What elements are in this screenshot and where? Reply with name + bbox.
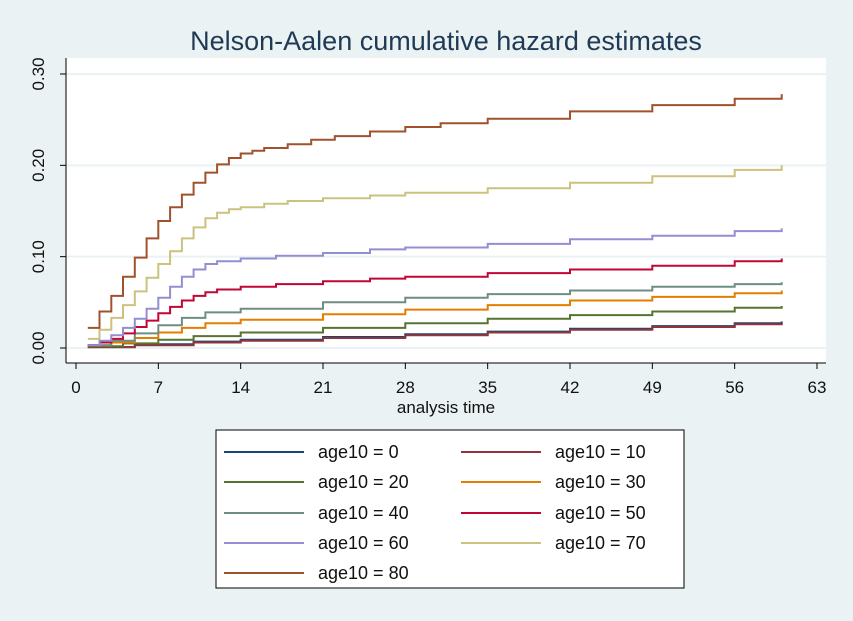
x-tick-label: 21 (314, 378, 333, 397)
legend: age10 = 0 age10 = 10 age10 = 20 age10 = 30 a… (224, 442, 646, 583)
series-lines (87, 94, 783, 349)
x-axis-title: analysis time (397, 398, 495, 417)
grid-lines (66, 73, 826, 349)
plot-area (66, 58, 826, 363)
x-tick-label: 14 (231, 378, 250, 397)
series-line-6 (87, 228, 783, 347)
x-tick-label: 49 (643, 378, 662, 397)
x-tick-label: 63 (808, 378, 827, 397)
legend-label: age10 = 70 (555, 533, 646, 553)
legend-label: age10 = 0 (318, 442, 399, 462)
legend-box (215, 429, 685, 589)
y-tick-label: 0.20 (29, 149, 48, 182)
x-tick-label: 35 (478, 378, 497, 397)
x-tick-label: 56 (725, 378, 744, 397)
legend-label: age10 = 50 (555, 503, 646, 523)
legend-label: age10 = 30 (555, 472, 646, 492)
x-tick-label: 42 (561, 378, 580, 397)
legend-label: age10 = 10 (555, 442, 646, 462)
x-tick-label: 0 (71, 378, 80, 397)
series-line-5 (87, 258, 783, 347)
x-tick-label: 7 (154, 378, 163, 397)
series-line-1 (87, 323, 783, 349)
series-line-3 (87, 290, 783, 347)
x-tick-label: 28 (396, 378, 415, 397)
y-tick-label: 0.00 (29, 331, 48, 364)
legend-label: age10 = 80 (318, 563, 409, 583)
legend-label: age10 = 40 (318, 503, 409, 523)
series-line-4 (87, 282, 783, 347)
y-tick-label: 0.10 (29, 240, 48, 273)
series-line-2 (87, 306, 783, 348)
legend-label: age10 = 60 (318, 533, 409, 553)
chart-title: Nelson-Aalen cumulative hazard estimates (190, 26, 702, 56)
axes: 0.00 0.10 0.20 0.30 0 7 14 21 28 35 42 49 56 63 (29, 57, 826, 397)
series-line-7 (87, 165, 783, 340)
y-tick-label: 0.30 (29, 57, 48, 90)
legend-label: age10 = 20 (318, 472, 409, 492)
series-line-8 (87, 94, 783, 329)
